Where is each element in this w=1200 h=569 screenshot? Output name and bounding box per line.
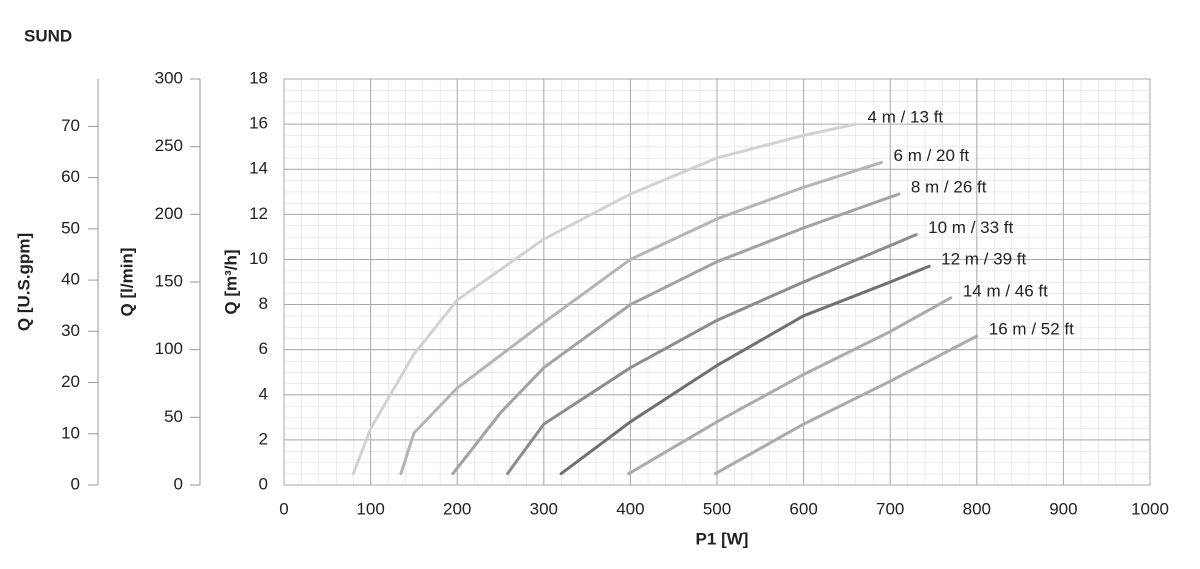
y3-tick-label: 30 xyxy=(61,321,80,340)
y-axis-label: Q [m³/h] xyxy=(221,249,240,314)
x-tick-label: 1000 xyxy=(1131,499,1169,518)
x-tick-label: 200 xyxy=(443,499,471,518)
line xyxy=(351,122,858,476)
y-tick-label: 10 xyxy=(249,249,268,268)
y2-tick-label: 0 xyxy=(174,474,183,493)
line xyxy=(627,296,953,476)
y3-tick-label: 50 xyxy=(61,218,80,237)
y3-tick-label: 0 xyxy=(71,474,80,493)
series-label: 8 m / 26 ft xyxy=(911,178,987,197)
y3-tick-label: 70 xyxy=(61,116,80,135)
y2-tick-label: 50 xyxy=(164,407,183,426)
y-tick-label: 8 xyxy=(259,294,268,313)
y-tick-label: 18 xyxy=(249,68,268,87)
line xyxy=(505,233,918,476)
x-tick-label: 300 xyxy=(530,499,558,518)
y-tick-label: 0 xyxy=(259,474,268,493)
y-tick-label: 2 xyxy=(259,429,268,448)
line xyxy=(713,334,979,476)
line xyxy=(451,192,901,476)
series-label: 12 m / 39 ft xyxy=(941,250,1026,269)
y3-tick-label: 60 xyxy=(61,167,80,186)
y3-tick-label: 20 xyxy=(61,372,80,391)
line xyxy=(399,160,884,476)
series-label: 4 m / 13 ft xyxy=(868,108,944,127)
x-tick-label: 0 xyxy=(279,499,288,518)
x-axis-label: P1 [W] xyxy=(696,529,749,548)
x-tick-label: 600 xyxy=(789,499,817,518)
y2-tick-label: 200 xyxy=(155,204,183,223)
y-tick-label: 14 xyxy=(249,159,268,178)
x-tick-label: 100 xyxy=(356,499,384,518)
y2-tick-label: 300 xyxy=(155,68,183,87)
line xyxy=(559,264,931,476)
series-label: 10 m / 33 ft xyxy=(928,218,1013,237)
y3-tick-label: 40 xyxy=(61,270,80,289)
series-label: 14 m / 46 ft xyxy=(963,281,1048,300)
y2-tick-label: 150 xyxy=(155,271,183,290)
x-tick-label: 500 xyxy=(703,499,731,518)
y-tick-label: 12 xyxy=(249,204,268,223)
series-label: 16 m / 52 ft xyxy=(989,320,1074,339)
y2-tick-label: 100 xyxy=(155,339,183,358)
x-tick-label: 700 xyxy=(876,499,904,518)
y-tick-label: 16 xyxy=(249,114,268,133)
y2-tick-label: 250 xyxy=(155,136,183,155)
x-tick-label: 800 xyxy=(963,499,991,518)
y-tick-label: 6 xyxy=(259,339,268,358)
chart-title: SUND xyxy=(24,26,72,45)
x-tick-label: 900 xyxy=(1049,499,1077,518)
series-label: 6 m / 20 ft xyxy=(894,146,970,165)
y2-axis-label: Q [l/min] xyxy=(117,248,136,317)
y3-axis-label: Q [U.S.gpm] xyxy=(14,233,33,331)
y3-tick-label: 10 xyxy=(61,423,80,442)
y-tick-label: 4 xyxy=(259,384,268,403)
x-tick-label: 400 xyxy=(616,499,644,518)
